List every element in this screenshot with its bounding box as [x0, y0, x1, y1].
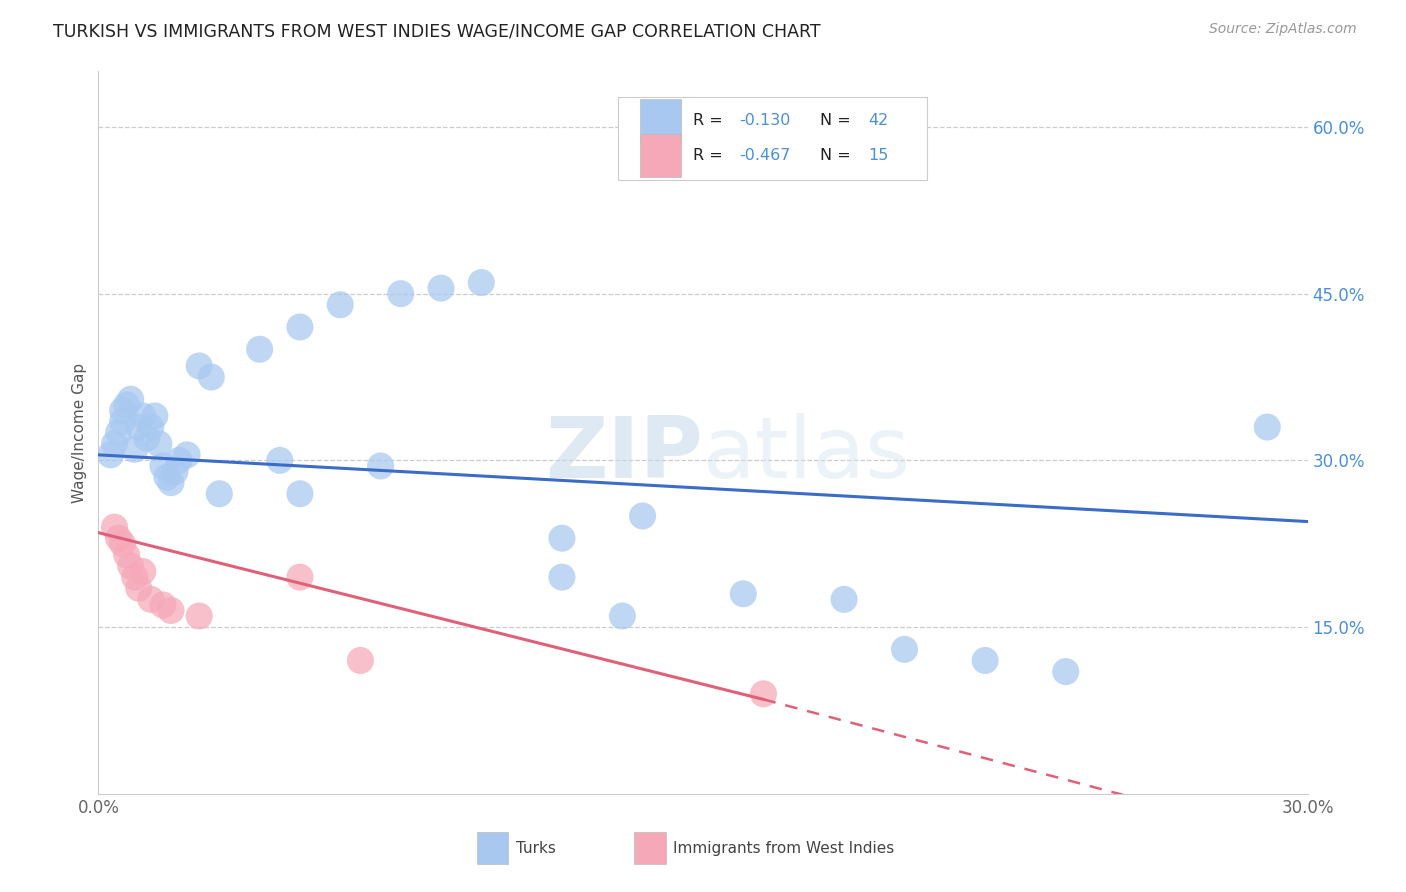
Point: [107, 531, 129, 545]
Point: [370, 458, 392, 473]
Point: [470, 276, 492, 290]
Point: [111, 403, 134, 417]
Point: [288, 570, 311, 584]
Text: 42: 42: [869, 113, 889, 128]
Point: [103, 436, 125, 450]
FancyBboxPatch shape: [477, 832, 509, 864]
Point: [111, 415, 134, 429]
Text: -0.467: -0.467: [740, 148, 790, 163]
Point: [612, 609, 634, 624]
Text: Turks: Turks: [516, 840, 555, 855]
FancyBboxPatch shape: [640, 135, 682, 177]
Point: [733, 587, 755, 601]
Point: [389, 286, 412, 301]
Point: [631, 508, 654, 523]
Point: [329, 298, 352, 312]
Point: [1256, 420, 1278, 434]
Point: [176, 448, 198, 462]
Point: [103, 520, 125, 534]
Point: [132, 565, 155, 579]
Text: R =: R =: [693, 113, 728, 128]
Point: [132, 409, 155, 423]
Point: [128, 420, 150, 434]
Point: [111, 537, 134, 551]
Point: [120, 559, 142, 574]
Point: [120, 392, 142, 407]
Text: -0.130: -0.130: [740, 113, 790, 128]
Point: [249, 343, 271, 357]
Point: [160, 475, 183, 490]
Text: N =: N =: [820, 113, 856, 128]
Text: ZIP: ZIP: [546, 413, 703, 496]
Point: [128, 581, 150, 595]
Point: [124, 442, 146, 457]
Point: [115, 398, 138, 412]
Y-axis label: Wage/Income Gap: Wage/Income Gap: [72, 362, 87, 503]
Text: Immigrants from West Indies: Immigrants from West Indies: [672, 840, 894, 855]
Point: [752, 687, 775, 701]
Point: [135, 431, 157, 445]
Point: [160, 603, 183, 617]
Point: [269, 453, 291, 467]
Point: [156, 470, 179, 484]
Text: N =: N =: [820, 148, 856, 163]
Text: 15: 15: [869, 148, 889, 163]
Point: [1054, 665, 1077, 679]
Point: [430, 281, 453, 295]
Point: [143, 409, 166, 423]
Point: [551, 531, 574, 545]
Point: [152, 598, 174, 612]
Point: [200, 370, 222, 384]
FancyBboxPatch shape: [634, 832, 665, 864]
Text: Source: ZipAtlas.com: Source: ZipAtlas.com: [1209, 22, 1357, 37]
Point: [163, 465, 186, 479]
Point: [208, 487, 231, 501]
Text: TURKISH VS IMMIGRANTS FROM WEST INDIES WAGE/INCOME GAP CORRELATION CHART: TURKISH VS IMMIGRANTS FROM WEST INDIES W…: [53, 22, 821, 40]
Point: [167, 453, 190, 467]
Point: [974, 653, 997, 667]
Point: [288, 320, 311, 334]
FancyBboxPatch shape: [619, 96, 927, 180]
Point: [188, 359, 211, 373]
Point: [893, 642, 915, 657]
Point: [148, 436, 170, 450]
Point: [139, 592, 162, 607]
Point: [124, 570, 146, 584]
FancyBboxPatch shape: [640, 99, 682, 142]
Point: [832, 592, 855, 607]
Point: [551, 570, 574, 584]
Point: [188, 609, 211, 624]
Point: [139, 420, 162, 434]
Point: [152, 458, 174, 473]
Point: [107, 425, 129, 440]
Point: [100, 448, 122, 462]
Point: [288, 487, 311, 501]
Text: atlas: atlas: [703, 413, 911, 496]
Text: R =: R =: [693, 148, 728, 163]
Point: [115, 548, 138, 562]
Point: [349, 653, 371, 667]
